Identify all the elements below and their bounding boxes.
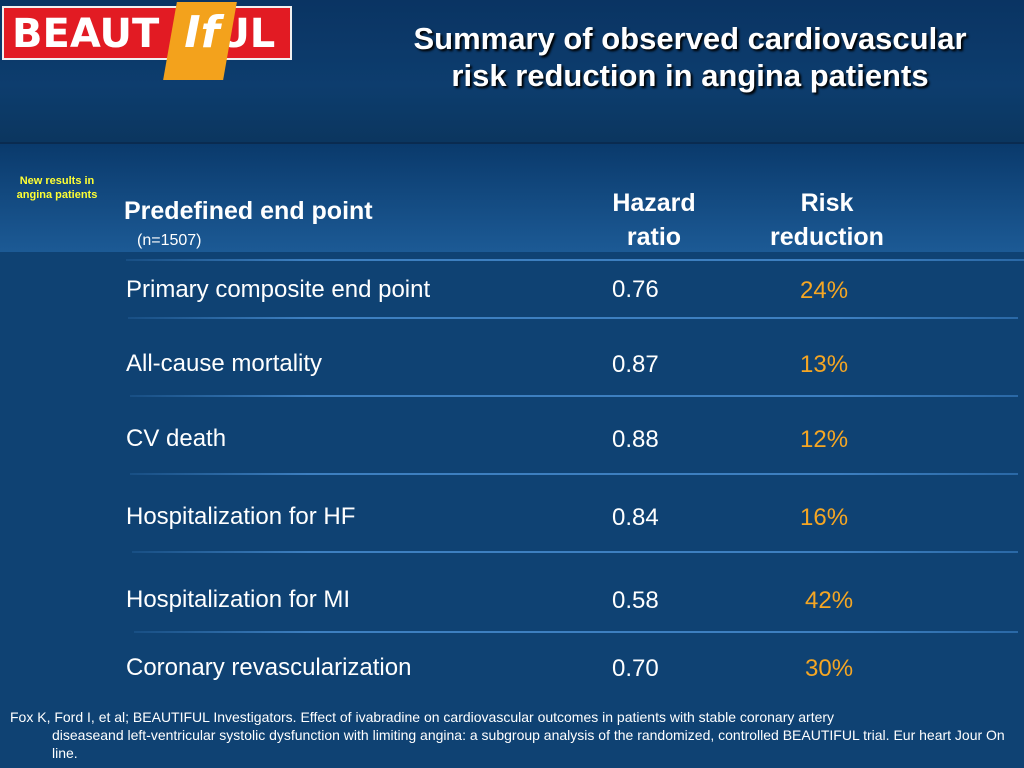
- endpoint-label: Hospitalization for HF: [126, 503, 356, 530]
- risk-reduction-value: 24%: [800, 277, 849, 304]
- risk-reduction-value: 30%: [805, 655, 854, 682]
- new-results-badge: New results in angina patients: [6, 174, 108, 202]
- citation: Fox K, Ford I, et al; BEAUTIFUL Investig…: [10, 708, 1018, 762]
- risk-header-line-1: Risk: [800, 189, 854, 217]
- column-header-endpoint: Predefined end point: [124, 197, 373, 225]
- row-divider: [130, 473, 1018, 475]
- sample-size: (n=1507): [137, 232, 202, 249]
- badge-line-2: angina patients: [16, 189, 98, 201]
- beautiful-logo: BEAUT UL: [2, 6, 292, 60]
- logo-mark-text: If: [184, 7, 220, 58]
- hazard-ratio-value: 0.70: [612, 655, 659, 682]
- risk-reduction-value: 13%: [800, 351, 849, 378]
- row-divider: [126, 259, 1024, 261]
- risk-reduction-value: 12%: [800, 426, 849, 453]
- badge-line-1: New results in: [19, 175, 95, 187]
- risk-header-line-2: reduction: [770, 223, 884, 251]
- hazard-header-line-2: ratio: [626, 223, 682, 251]
- title-line-1: Summary of observed cardiovascular: [413, 21, 967, 56]
- hazard-ratio-value: 0.84: [612, 504, 659, 531]
- endpoint-label: All-cause mortality: [126, 350, 323, 377]
- hazard-ratio-value: 0.76: [612, 276, 659, 303]
- row-divider: [130, 395, 1018, 397]
- hazard-header-line-1: Hazard: [612, 189, 696, 217]
- hazard-ratio-value: 0.58: [612, 587, 659, 614]
- risk-reduction-value: 16%: [800, 504, 849, 531]
- citation-line-1: Fox K, Ford I, et al; BEAUTIFUL Investig…: [10, 709, 835, 725]
- risk-reduction-value: 42%: [805, 587, 854, 614]
- citation-rest: diseaseand left-ventricular systolic dys…: [52, 727, 1005, 761]
- column-header-hazard-ratio: Hazard ratio: [596, 186, 712, 254]
- endpoint-label: Primary composite end point: [126, 276, 431, 303]
- row-divider: [134, 631, 1018, 633]
- column-header-risk-reduction: Risk reduction: [752, 186, 902, 254]
- slide-title: Summary of observed cardiovascular risk …: [360, 20, 1020, 94]
- hazard-ratio-value: 0.87: [612, 351, 659, 378]
- endpoint-label: CV death: [126, 425, 227, 452]
- row-divider: [128, 317, 1018, 319]
- endpoint-label: Hospitalization for MI: [126, 586, 351, 613]
- title-line-2: risk reduction in angina patients: [451, 58, 929, 93]
- row-divider: [132, 551, 1018, 553]
- logo-text: BEAUT UL: [12, 11, 276, 57]
- endpoint-label: Coronary revascularization: [126, 654, 412, 681]
- hazard-ratio-value: 0.88: [612, 426, 659, 453]
- table-header-band: [0, 142, 1024, 252]
